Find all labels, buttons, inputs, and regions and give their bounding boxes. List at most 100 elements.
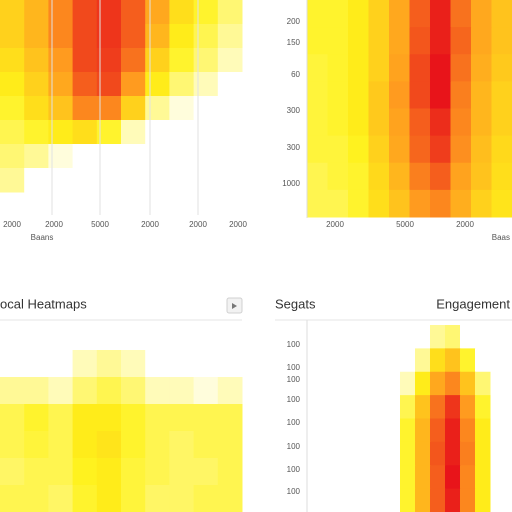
heatmap-cell <box>96 431 122 459</box>
heatmap-cell <box>193 404 219 432</box>
heatmap-cell <box>400 371 416 396</box>
heatmap-cell <box>217 458 243 486</box>
heatmap-cell <box>415 325 431 349</box>
heatmap-cell <box>415 488 431 512</box>
heatmap-cell <box>145 0 170 25</box>
heatmap-cell <box>24 350 49 378</box>
heatmap-cell <box>368 108 390 137</box>
heatmap-cell <box>400 418 416 443</box>
heatmap-cell <box>217 431 243 459</box>
heatmap-cell <box>471 0 492 28</box>
heatmap-cell <box>0 350 25 378</box>
heatmap-cell <box>491 162 512 191</box>
heatmap-cell <box>368 27 390 55</box>
heatmap-cell <box>96 96 122 121</box>
heatmap-cell <box>193 144 219 169</box>
heatmap-cell <box>169 96 195 121</box>
heatmap-cell <box>24 144 49 169</box>
heatmap-cell <box>460 325 476 349</box>
heatmap-cell <box>217 168 243 193</box>
heatmap-cell <box>193 377 219 405</box>
heatmap-cell <box>24 431 49 459</box>
heatmap-cell <box>0 485 25 512</box>
y-tick-label: 100 <box>287 418 301 427</box>
heatmap-cell <box>445 488 461 512</box>
heatmap-cell <box>169 350 195 378</box>
heatmap-cell <box>389 0 410 28</box>
heatmap-cell <box>145 377 170 405</box>
heatmap-cell <box>348 81 369 109</box>
heatmap-cell <box>475 371 491 396</box>
heatmap-cell <box>415 441 431 466</box>
heatmap-cell <box>409 54 431 82</box>
heatmap-cell <box>409 27 431 55</box>
y-tick-label: 100 <box>287 442 301 451</box>
heatmap-cell <box>72 24 98 49</box>
heatmap-cell <box>471 27 492 55</box>
heatmap-cell <box>450 162 472 191</box>
heatmap-cell <box>48 120 74 145</box>
heatmap-cell <box>460 371 476 396</box>
heatmap-cell <box>24 458 49 486</box>
panel-title: Segats <box>275 296 316 311</box>
panel-subtitle: Engagement <box>436 296 510 311</box>
heatmap-cell <box>460 488 476 512</box>
heatmap-cell <box>24 168 49 193</box>
heatmap-cell <box>121 485 146 512</box>
heatmap-cell <box>72 120 98 145</box>
heatmap-cell <box>389 54 410 82</box>
y-tick-label: 100 <box>287 465 301 474</box>
heatmap-cell <box>475 325 491 349</box>
heatmap-cell <box>348 189 369 218</box>
heatmap-cell <box>348 54 369 82</box>
x-tick-label: 2000 <box>456 220 474 229</box>
heatmap-cell <box>450 81 472 109</box>
panel-title: ocal Heatmaps <box>0 296 87 311</box>
heatmap-cell <box>475 465 491 490</box>
heatmap-cell <box>430 488 446 512</box>
heatmap-cell <box>24 72 49 97</box>
heatmap-cell <box>145 350 170 378</box>
panel-button[interactable] <box>226 297 243 314</box>
heatmap-cell <box>430 135 451 164</box>
heatmap-cell <box>445 348 461 373</box>
heatmap-cell <box>327 0 349 28</box>
heatmap-cell <box>450 135 472 164</box>
heatmap-cell <box>471 189 492 218</box>
heatmap-cell <box>368 81 390 109</box>
heatmap-cell <box>389 108 410 137</box>
heatmap-cell <box>430 418 446 443</box>
heatmap-cell <box>193 120 219 145</box>
heatmap-cell <box>48 96 74 121</box>
heatmap-cell <box>96 404 122 432</box>
x-tick-label: 2000 <box>229 220 247 229</box>
heatmap-cell <box>471 162 492 191</box>
heatmap-cell <box>409 162 431 191</box>
heatmap-cell <box>445 325 461 349</box>
heatmap-cell <box>445 395 461 419</box>
heatmap-cell <box>96 72 122 97</box>
heatmap-cell <box>72 350 98 378</box>
heatmap-cell <box>96 24 122 49</box>
heatmap-cell <box>145 485 170 512</box>
button-icon <box>232 303 237 309</box>
heatmap-cell <box>24 120 49 145</box>
heatmap-cell <box>96 168 122 193</box>
heatmap-cell <box>72 96 98 121</box>
heatmap-cell <box>471 54 492 82</box>
heatmap-cell <box>217 404 243 432</box>
heatmap-cell <box>121 96 146 121</box>
heatmap-cell <box>327 108 349 137</box>
heatmap-cell <box>121 431 146 459</box>
heatmap-cell <box>169 431 195 459</box>
heatmap-cell <box>24 24 49 49</box>
heatmap-cell <box>193 72 219 97</box>
heatmap-cell <box>145 72 170 97</box>
heatmap-cell <box>0 431 25 459</box>
heatmap-cell <box>217 120 243 145</box>
x-tick-label: 5000 <box>91 220 109 229</box>
heatmap-cell <box>48 404 74 432</box>
heatmap-cell <box>348 162 369 191</box>
